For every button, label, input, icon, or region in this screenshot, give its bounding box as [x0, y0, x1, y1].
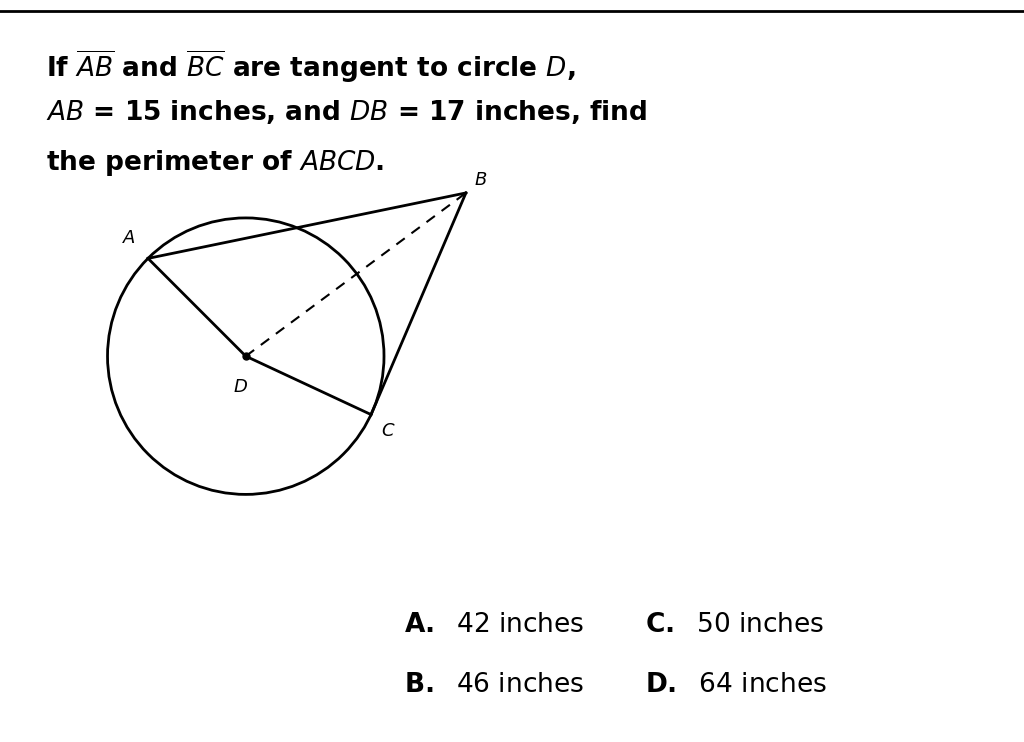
Text: D: D: [233, 378, 248, 396]
Text: $\mathit{AB}$ = 15 inches, and $\mathit{DB}$ = 17 inches, find: $\mathit{AB}$ = 15 inches, and $\mathit{…: [46, 98, 647, 126]
Text: $\mathbf{B.}$  46 inches: $\mathbf{B.}$ 46 inches: [404, 672, 585, 697]
Text: the perimeter of $\mathit{ABCD}$.: the perimeter of $\mathit{ABCD}$.: [46, 148, 384, 178]
Text: A: A: [123, 229, 136, 247]
Text: $\mathbf{D.}$  64 inches: $\mathbf{D.}$ 64 inches: [645, 672, 826, 697]
Text: If $\overline{\mathit{AB}}$ and $\overline{\mathit{BC}}$ are tangent to circle $: If $\overline{\mathit{AB}}$ and $\overli…: [46, 48, 575, 85]
Text: $\mathbf{A.}$  42 inches: $\mathbf{A.}$ 42 inches: [404, 612, 585, 638]
Text: C: C: [381, 422, 394, 440]
Text: B: B: [474, 171, 486, 189]
Text: $\mathbf{C.}$  50 inches: $\mathbf{C.}$ 50 inches: [645, 612, 824, 638]
